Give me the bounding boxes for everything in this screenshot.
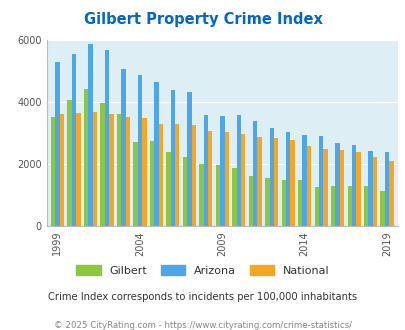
Bar	[264, 178, 269, 226]
Bar	[302, 135, 306, 226]
Bar	[330, 186, 335, 226]
Bar	[198, 164, 203, 226]
Bar	[323, 149, 327, 226]
Bar	[257, 137, 261, 226]
Bar	[207, 131, 212, 226]
Bar	[142, 118, 146, 226]
Bar	[335, 143, 339, 226]
Bar	[109, 114, 113, 226]
Bar	[290, 140, 294, 226]
Bar	[297, 181, 302, 226]
Bar	[379, 191, 384, 226]
Bar	[175, 124, 179, 226]
Bar	[191, 125, 196, 226]
Bar	[104, 50, 109, 226]
Legend: Gilbert, Arizona, National: Gilbert, Arizona, National	[76, 265, 329, 276]
Bar	[347, 186, 351, 226]
Bar	[388, 161, 393, 226]
Bar	[88, 44, 92, 226]
Text: © 2025 CityRating.com - https://www.cityrating.com/crime-statistics/: © 2025 CityRating.com - https://www.city…	[54, 321, 351, 330]
Bar	[166, 152, 170, 226]
Bar	[133, 142, 137, 226]
Bar	[92, 112, 97, 226]
Bar	[248, 176, 252, 226]
Bar	[72, 54, 76, 226]
Bar	[100, 103, 104, 226]
Bar	[224, 132, 228, 226]
Bar	[269, 128, 273, 226]
Bar	[149, 141, 154, 226]
Bar	[121, 69, 125, 226]
Bar	[252, 121, 257, 226]
Bar	[220, 116, 224, 226]
Bar	[215, 165, 220, 226]
Bar	[154, 82, 158, 226]
Bar	[67, 100, 72, 226]
Bar	[60, 114, 64, 226]
Bar	[116, 114, 121, 226]
Bar	[241, 134, 245, 226]
Bar	[285, 132, 290, 226]
Bar	[351, 145, 356, 226]
Bar	[318, 136, 323, 226]
Bar	[55, 62, 60, 226]
Bar	[125, 117, 130, 226]
Bar	[83, 89, 88, 226]
Bar	[339, 150, 343, 226]
Bar	[232, 168, 236, 226]
Bar	[356, 152, 360, 226]
Text: Gilbert Property Crime Index: Gilbert Property Crime Index	[83, 12, 322, 26]
Bar	[76, 113, 80, 226]
Bar	[306, 147, 311, 226]
Bar	[273, 138, 278, 226]
Bar	[158, 123, 163, 226]
Bar	[203, 115, 207, 226]
Bar	[187, 92, 191, 226]
Bar	[236, 115, 241, 226]
Bar	[368, 151, 372, 226]
Bar	[372, 157, 376, 226]
Bar	[51, 117, 55, 226]
Bar	[170, 90, 175, 226]
Bar	[182, 157, 187, 226]
Bar	[137, 75, 142, 226]
Bar	[363, 186, 368, 226]
Bar	[281, 180, 285, 226]
Bar	[314, 186, 318, 226]
Bar	[384, 152, 388, 226]
Text: Crime Index corresponds to incidents per 100,000 inhabitants: Crime Index corresponds to incidents per…	[48, 292, 357, 302]
